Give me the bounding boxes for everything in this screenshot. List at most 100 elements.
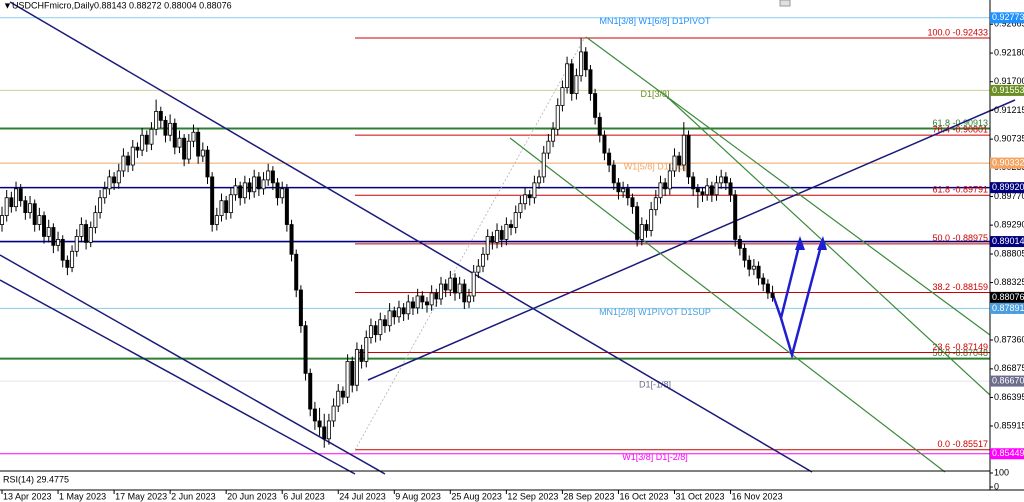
candle-body: [495, 230, 500, 243]
candle-body: [65, 259, 70, 268]
candle-body: [583, 51, 588, 71]
candle-body: [410, 301, 415, 309]
candle-body: [359, 349, 364, 362]
x-tick-label: 9 Aug 2023: [395, 491, 441, 501]
candle-body: [116, 170, 121, 184]
y-tick-label: 0.91700: [994, 76, 1024, 86]
menu-arrow[interactable]: ▼: [3, 0, 12, 10]
price-tag-label: 0.89014: [992, 236, 1024, 246]
candle-body: [252, 176, 257, 193]
price-tag-label: 0.92773: [992, 12, 1024, 22]
level-label: MN1[2/8] W1PIVOT D1SUP: [599, 307, 711, 317]
candle-body: [219, 200, 224, 216]
candle-body: [747, 259, 752, 270]
projection-arrow: [779, 241, 824, 360]
candle-body: [154, 111, 159, 130]
candle-body: [121, 155, 126, 172]
level-label: D1[-1/8]: [639, 379, 671, 389]
candle-body: [130, 146, 135, 166]
candle-body: [158, 111, 163, 121]
chart-title: USDCHFmicro,Daily: [12, 0, 95, 10]
candle-body: [387, 310, 392, 327]
rsi-label: RSI(14) 29.4775: [3, 474, 69, 484]
candle-body: [546, 140, 551, 154]
candle-body: [135, 146, 140, 151]
x-tick-label: 2 Jun 2023: [171, 491, 216, 501]
candle-body: [481, 253, 486, 267]
fib-label: 76.4 -0.90801: [932, 125, 988, 135]
fib-label: 38.2 -0.88159: [932, 282, 988, 292]
candle-body: [424, 301, 429, 306]
candle-body: [537, 176, 542, 184]
tag-layer: 0.92773 0.91553 0.90332 0.89920 0.89014 0.878…: [990, 12, 1024, 460]
price-tag: [990, 448, 1024, 460]
candle-body: [378, 319, 383, 336]
candle-body: [247, 182, 252, 193]
candle-body: [527, 194, 532, 199]
level-label: MN1[3/8] W1[6/8] D1PIVOT: [599, 16, 711, 26]
trend-line: [585, 36, 991, 336]
candle-body: [126, 155, 131, 166]
candle-body: [350, 361, 355, 386]
level-label: D1[3/8]: [640, 89, 669, 99]
candle-body: [457, 283, 462, 294]
price-tag: [990, 302, 1024, 314]
candle-body: [560, 87, 565, 106]
candle-body: [686, 134, 691, 178]
candle-body: [467, 295, 472, 303]
candle-body: [275, 182, 280, 199]
candle-layer: [0, 38, 775, 448]
candle-body: [420, 295, 425, 303]
candle-body: [504, 224, 509, 240]
candle-body: [705, 185, 710, 196]
x-tick-label: 13 Apr 2023: [3, 491, 52, 501]
candle-body: [695, 188, 700, 193]
current-price-tag: [990, 291, 1024, 303]
candle-body: [532, 182, 537, 199]
candle-body: [667, 170, 672, 190]
price-tag: [990, 84, 1024, 96]
price-tag: [990, 182, 1024, 194]
candle-body: [144, 134, 149, 145]
candle-body: [331, 405, 336, 422]
candle-body: [149, 128, 154, 145]
y-tick-label: 0.89290: [994, 219, 1024, 229]
candle-body: [51, 227, 56, 246]
y-tick-label: 0.90735: [994, 133, 1024, 143]
x-tick-label: 31 Oct 2023: [675, 491, 724, 501]
fib-label: 50.0 -0.88975: [932, 233, 988, 243]
candle-body: [107, 176, 112, 190]
candle-body: [37, 215, 42, 225]
candle-body: [681, 134, 686, 166]
candle-body: [14, 188, 19, 208]
candle-body: [551, 128, 556, 142]
trend-line: [9, 1, 813, 473]
candle-body: [653, 197, 658, 211]
candle-body: [691, 176, 696, 190]
candle-body: [289, 224, 294, 255]
candle-body: [625, 188, 630, 199]
level-label: W1[3/8] D1[-2/8]: [622, 452, 688, 462]
candle-body: [79, 224, 84, 237]
candle-body: [597, 116, 602, 136]
window-icon[interactable]: [779, 0, 791, 7]
candle-body: [658, 182, 663, 199]
candle-body: [602, 134, 607, 154]
arrow-head: [795, 236, 805, 250]
candle-body: [415, 295, 420, 309]
candle-body: [443, 283, 448, 291]
candle-body: [392, 310, 397, 318]
candle-body: [200, 149, 205, 157]
rsi-tick-label: 0: [994, 481, 999, 491]
candle-body: [714, 182, 719, 196]
candle-body: [607, 152, 612, 166]
candle-body: [84, 224, 89, 243]
price-tag: [990, 12, 1024, 24]
trend-line: [0, 279, 356, 475]
candle-body: [709, 185, 714, 196]
candle-body: [354, 349, 359, 386]
price-tag-label: 0.86670: [992, 375, 1024, 385]
candle-body: [677, 155, 682, 166]
y-tick-label: 0.92665: [994, 19, 1024, 29]
